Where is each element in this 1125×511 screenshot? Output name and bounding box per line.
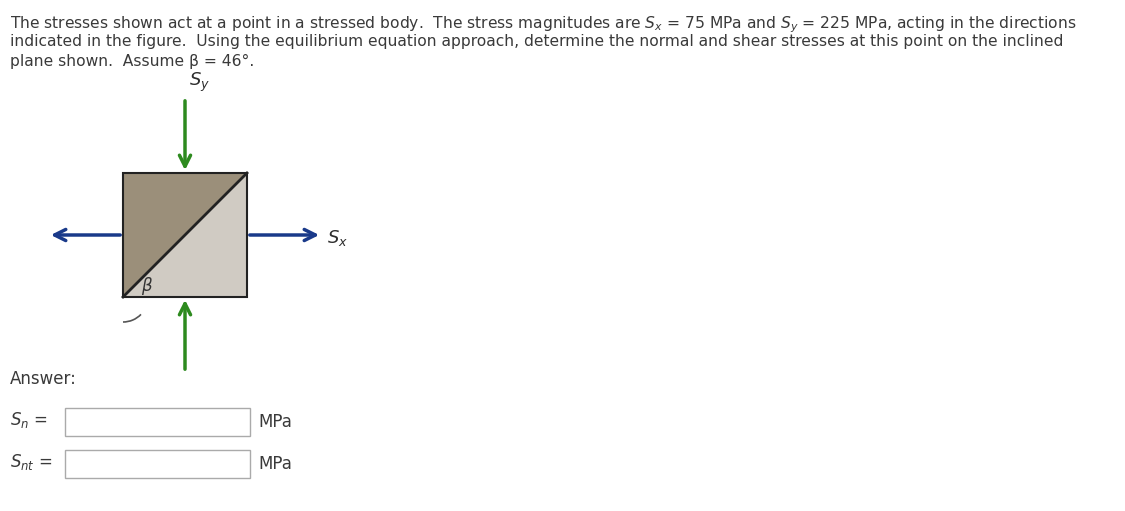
Polygon shape [123, 173, 248, 297]
Text: plane shown.  Assume β = 46°.: plane shown. Assume β = 46°. [10, 54, 254, 69]
Text: $S_x$: $S_x$ [327, 228, 348, 248]
Text: indicated in the figure.  Using the equilibrium equation approach, determine the: indicated in the figure. Using the equil… [10, 34, 1063, 49]
Text: Answer:: Answer: [10, 370, 76, 388]
Text: MPa: MPa [258, 455, 291, 473]
Polygon shape [123, 173, 248, 297]
Text: $\beta$: $\beta$ [141, 275, 153, 297]
Text: $S_y$: $S_y$ [189, 71, 210, 94]
Text: $S_n$ =: $S_n$ = [10, 410, 48, 430]
Text: MPa: MPa [258, 413, 291, 431]
Text: The stresses shown act at a point in a stressed body.  The stress magnitudes are: The stresses shown act at a point in a s… [10, 14, 1077, 35]
FancyBboxPatch shape [65, 450, 250, 478]
Text: $S_{nt}$ =: $S_{nt}$ = [10, 452, 53, 472]
FancyBboxPatch shape [65, 408, 250, 436]
